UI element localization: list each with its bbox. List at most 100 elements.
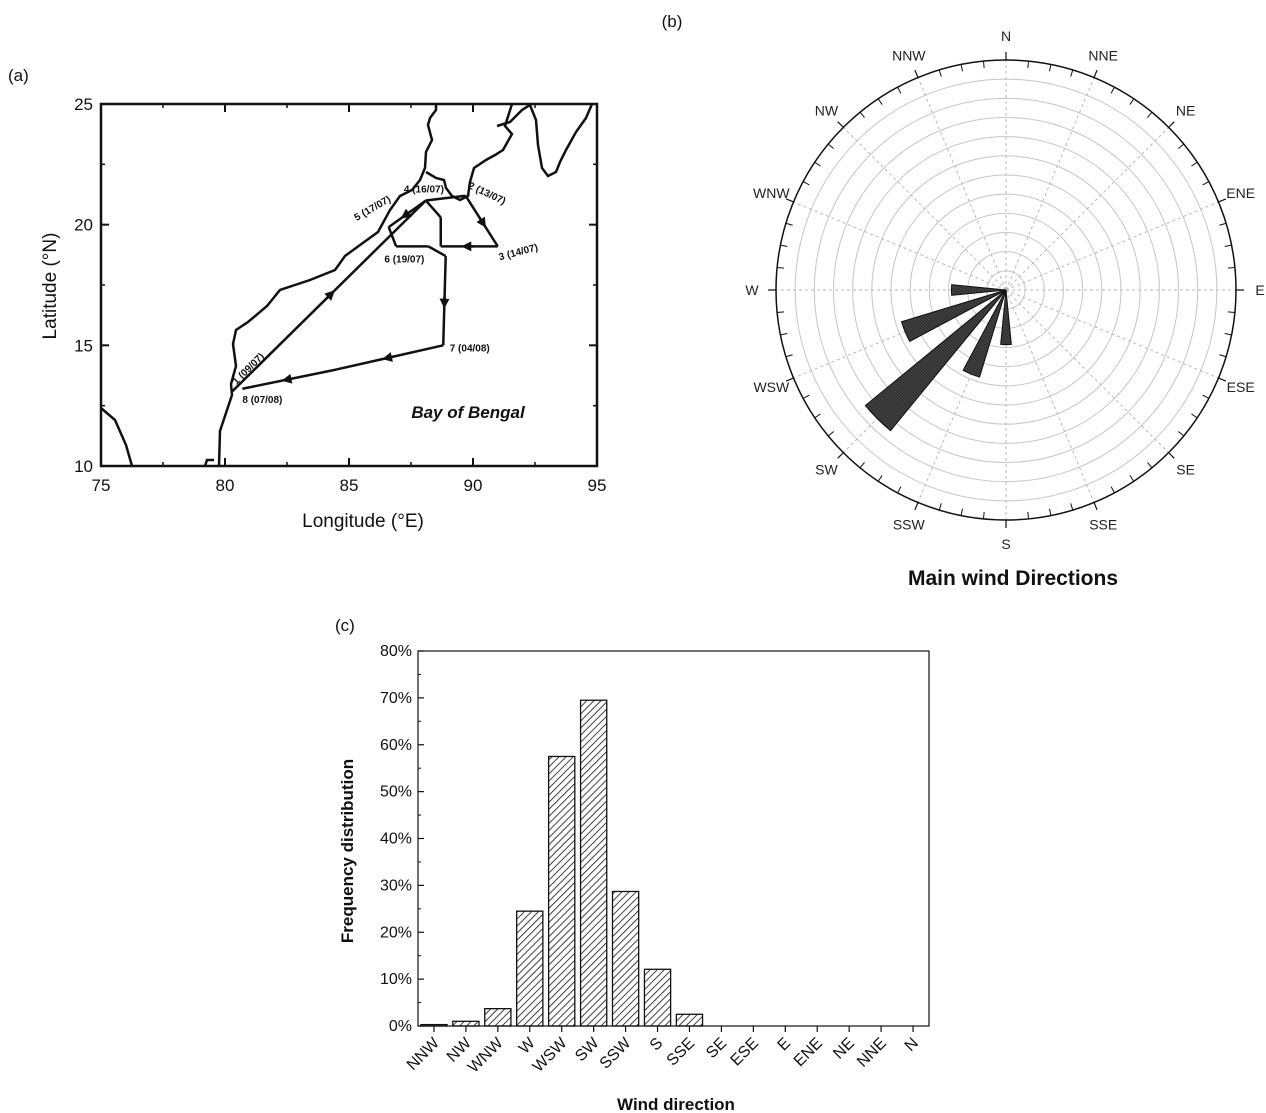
y-axis-title-c: Frequency distribution [338,759,357,943]
cruise-track [231,194,499,393]
track-arrow [400,208,412,219]
rose-label: SW [815,462,838,478]
station-label: 5 (17/07) [353,194,393,224]
x-axis-title-c: Wind direction [617,1095,735,1113]
rose-minor-tick [785,354,793,358]
track-segment [425,194,466,202]
y-tick-label-c: 30% [380,877,412,894]
rose-minor-tick [1219,222,1227,226]
x-tick-label-c: E [775,1035,795,1055]
y-tick-label-c: 20% [380,924,412,941]
track-arrow [476,216,486,228]
rose-minor-tick [1227,311,1235,314]
rose-minor-tick [938,69,942,77]
x-tick-label-c: WNW [465,1034,507,1076]
rose-minor-tick [827,143,834,149]
rose-major-tick [914,502,919,511]
station-label: 4 (16/07) [404,185,444,196]
rose-minor-tick [814,413,821,419]
rose-ring [852,136,1160,444]
rose-major-tick [1093,502,1098,511]
rose-minor-tick [1227,266,1235,269]
rose-minor-tick [1129,98,1135,105]
rose-major-tick [1168,121,1175,128]
rose-petals [864,284,1012,432]
rose-minor-tick [1202,394,1210,399]
rose-label: S [1001,536,1010,552]
rose-major-tick [1093,69,1098,78]
annotation-bay-of-bengal: Bay of Bengal [411,403,526,422]
rose-label: N [1001,28,1011,44]
x-tick-label-c: S [647,1035,667,1055]
y-tick-label-c: 80% [380,643,412,660]
rose-label: NW [815,102,839,118]
station-label: 7 (04/08) [450,343,490,354]
rose-ring [948,232,1064,348]
rose-spoke [793,201,1007,291]
panel-a-label: (a) [8,66,29,85]
x-tick-label-c: N [902,1035,922,1055]
rose-spoke [1005,289,1169,453]
x-tick-label: 90 [464,476,483,495]
rose-minor-tick [1110,86,1115,94]
rose-minor-tick [1027,511,1030,519]
panel-b-rose: (b) N NNE NE ENE E ESE SE SSE S SSW SW WSW W WNW NW NNW… [662,12,1265,590]
rose-minor-tick [859,111,865,118]
x-tick-label: 75 [92,476,111,495]
x-tick-label: 85 [340,476,359,495]
rose-minor-tick [897,86,902,94]
rose-minor-tick [1027,61,1030,69]
rose-minor-tick [1224,333,1232,336]
rose-major-tick [785,198,794,203]
rose-ring [833,117,1179,463]
rose-label: SSE [1089,517,1117,533]
rose-spoke [1005,289,1219,379]
rose-label: SSW [893,517,926,533]
rose-petal-w [950,284,1007,296]
bar-sse [675,1013,704,1027]
panel-b-label: (b) [662,12,683,31]
rose-label: NE [1176,102,1195,118]
rose-minor-tick [802,394,810,399]
rose-title: Main wind Directions [908,567,1118,590]
bar-w [516,910,544,1027]
rose-minor-tick [777,311,785,314]
rose-minor-tick [859,462,865,469]
bar-ssw [611,890,640,1027]
x-tick-label-c: SSE [664,1035,699,1070]
rose-minor-tick [982,511,985,519]
x-tick-label-c: SE [703,1035,730,1062]
rose-minor-tick [780,333,788,336]
x-tick-label-c: NNW [404,1034,444,1074]
rose-major-tick [1168,452,1175,459]
rose-minor-tick [877,98,883,105]
rose-minor-tick [1147,462,1153,469]
rose-minor-tick [1049,64,1052,72]
x-tick-label: 95 [588,476,607,495]
rose-minor-tick [1202,181,1210,186]
rose-minor-tick [1110,486,1115,494]
rose-spoke [1005,127,1169,291]
rose-minor-tick [780,244,788,247]
rose-minor-tick [960,508,963,516]
y-tick-label-c: 60% [380,737,412,754]
rose-minor-tick [1049,508,1052,516]
x-tick-label-c: ENE [791,1035,826,1070]
rose-minor-tick [802,181,810,186]
rose-spoke [917,77,1007,291]
x-tick-label-c: SSW [597,1034,635,1072]
y-axis-title: Latitude (°N) [40,233,61,340]
bar-sw [579,699,608,1027]
coastline [100,103,594,467]
y-tick-label: 15 [74,336,93,355]
rose-label: SE [1176,462,1195,478]
rose-major-tick [914,69,919,78]
rose-minor-tick [1129,475,1135,482]
rose-label: ESE [1227,379,1255,395]
rose-minor-tick [938,503,942,511]
rose-minor-tick [1178,143,1185,149]
rose-minor-tick [1178,431,1185,437]
y-tick-label-c: 70% [380,690,412,707]
plot-frame [417,650,930,1027]
panel-c-label: (c) [335,616,355,635]
